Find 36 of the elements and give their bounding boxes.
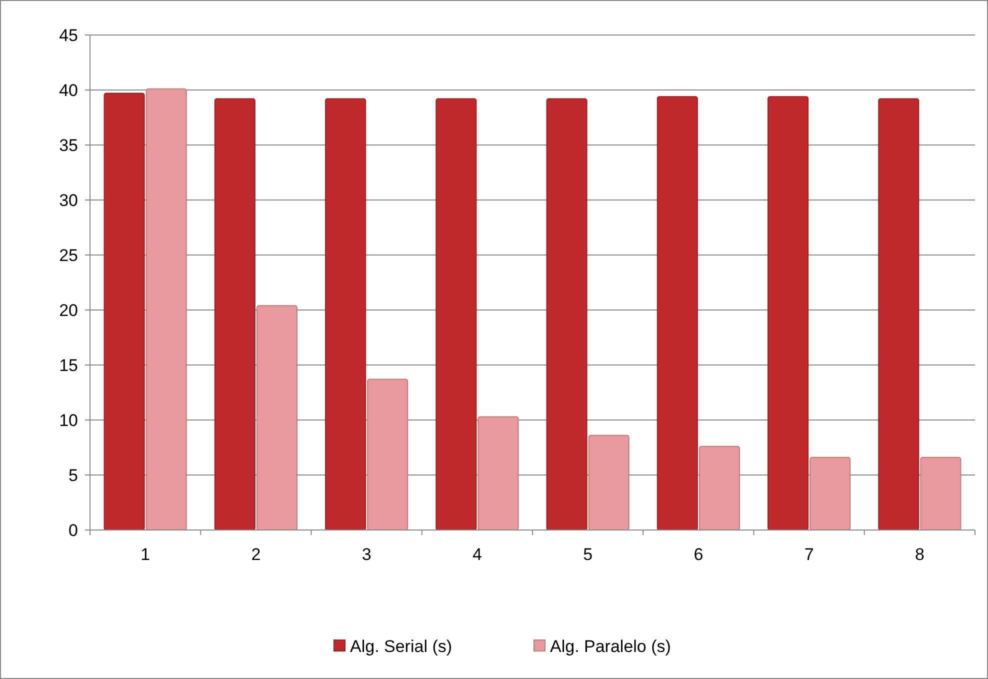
y-tick-label: 45 <box>59 26 78 45</box>
bar <box>920 456 962 530</box>
bar <box>214 98 256 530</box>
bar <box>367 378 408 530</box>
y-tick-label: 35 <box>59 136 78 155</box>
x-tick-label: 1 <box>140 545 150 564</box>
bar <box>146 88 187 530</box>
x-tick-label: 2 <box>251 545 261 564</box>
x-tick-label: 5 <box>583 545 593 564</box>
x-tick-label: 4 <box>472 545 482 564</box>
bar <box>256 305 298 530</box>
bar <box>810 456 851 530</box>
x-tick-label: 6 <box>694 545 704 564</box>
y-tick-label: 0 <box>68 520 78 540</box>
bar <box>878 98 920 530</box>
y-tick-label: 20 <box>59 300 78 320</box>
x-tick-label: 8 <box>914 545 924 564</box>
bar <box>436 98 477 530</box>
y-tick-label: 25 <box>59 246 78 265</box>
bar <box>656 96 698 530</box>
bar <box>546 98 588 530</box>
bar <box>325 98 366 530</box>
y-tick-label: 15 <box>59 356 78 375</box>
y-tick-label: 10 <box>59 410 78 430</box>
bar <box>768 96 809 530</box>
bar <box>588 434 630 530</box>
bar <box>478 416 519 530</box>
legend-label: Alg. Serial (s) <box>350 636 452 656</box>
y-tick-label: 30 <box>59 190 78 210</box>
legend-label: Alg. Paralelo (s) <box>550 636 671 656</box>
bar <box>104 92 145 530</box>
x-tick-label: 3 <box>362 545 372 564</box>
y-tick-label: 5 <box>68 466 78 485</box>
x-tick-label: 7 <box>804 545 814 564</box>
bar <box>698 446 740 530</box>
y-tick-label: 40 <box>59 80 78 100</box>
